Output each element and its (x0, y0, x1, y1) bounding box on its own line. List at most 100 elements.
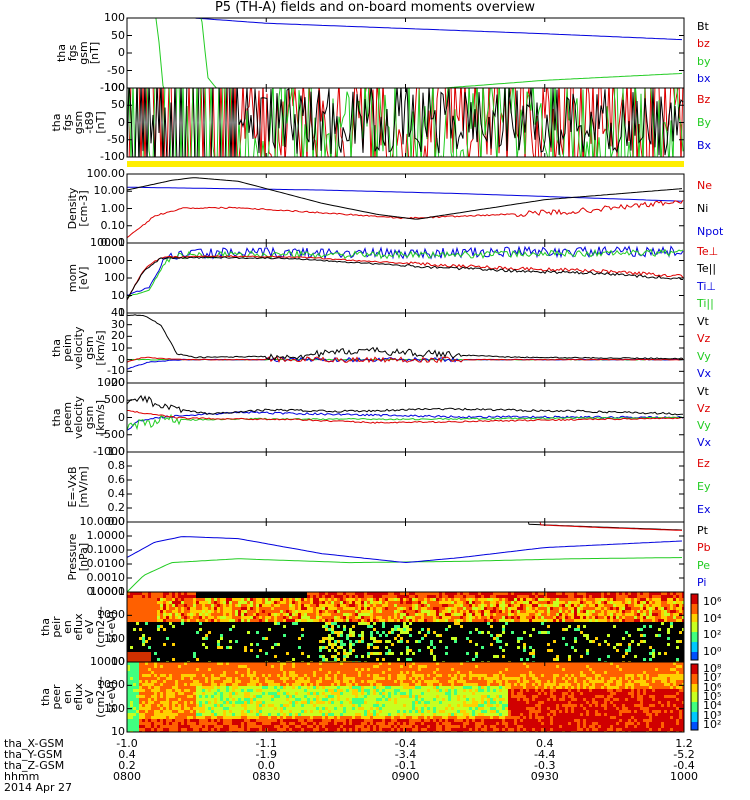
colorbar-cell (691, 650, 698, 652)
panel-peir-plot (127, 592, 684, 662)
legend-pi: Pi (697, 576, 707, 590)
colorbar-cell (691, 694, 698, 696)
y-tick-label: -1000 (93, 445, 125, 458)
legend-vz: Vz (697, 401, 711, 415)
colorbar-tick-label: 10² (703, 718, 722, 732)
colorbar-tick-label: 10⁶ (703, 680, 722, 694)
colorbar-cell (691, 692, 698, 694)
colorbar-cell (691, 594, 698, 596)
peim-vz-line (127, 356, 684, 364)
y-tick-label: 1.0000 (86, 529, 126, 542)
panel-peem-plot (127, 394, 684, 431)
legend-pb: Pb (697, 541, 711, 555)
colorbar-cell (691, 674, 698, 676)
colorbar-cell (691, 704, 698, 706)
footer-value: -3.4 (394, 748, 417, 761)
legend-ti⊥: Ti⊥ (697, 279, 717, 293)
colorbar-cell (691, 624, 698, 626)
colorbar-cell (691, 614, 698, 616)
colorbar-tick-label: 10⁴ (703, 611, 722, 625)
colorbar-frame (690, 593, 699, 661)
y-tick-label: 10 (111, 725, 125, 738)
footer-value: -0.4 (394, 737, 417, 750)
y-tick-label: 100 (104, 701, 125, 715)
legend-vy: Vy (697, 349, 711, 363)
colorbar-cell (691, 664, 698, 666)
panel-ylabel: tha fgs gsm [nT] (55, 41, 101, 65)
colorbar-tick-label: 10⁶ (703, 595, 722, 609)
legend-vy: Vy (697, 419, 711, 433)
panel-ylabel: tha peir en eflux eV (cm2-s- sr-eV) (38, 606, 118, 648)
footer-value: -1.0 (116, 737, 138, 750)
colorbar-cell (691, 600, 698, 602)
pressure-pb-line (127, 536, 683, 564)
footer-value: 0900 (391, 770, 420, 783)
footer-value: 1000 (670, 770, 698, 783)
colorbar-cell (691, 636, 698, 638)
footer-value: -0.1 (394, 759, 417, 772)
footer-value: 0800 (113, 770, 141, 783)
footer-value: 0.2 (118, 759, 136, 772)
legend-bx: Bx (697, 138, 712, 152)
legend-npot: Npot (697, 224, 724, 238)
panel-ylabel: E=-VxB [mV/m] (66, 466, 90, 508)
y-tick-label: 0.6 (107, 473, 126, 486)
footer-value: -0.3 (534, 759, 556, 772)
y-tick-label: 0 (118, 115, 125, 129)
colorbar-cell (691, 604, 698, 606)
fgs-by-left (155, 18, 165, 88)
temp-ti-par-line (127, 248, 684, 298)
temp-ti-perp-line (127, 245, 684, 296)
colorbar-frame (690, 663, 699, 731)
colorbar-cell (691, 716, 698, 718)
panel-temp-plot (127, 245, 684, 301)
y-tick-label: 100 (104, 81, 125, 94)
y-tick-label: -50 (107, 132, 125, 146)
colorbar-cell (691, 680, 698, 682)
legend-bz: bz (697, 37, 710, 51)
panel-peim-plot (127, 314, 684, 370)
footer-value: -1.9 (255, 748, 277, 761)
colorbar-cell (691, 720, 698, 722)
page-title: P5 (TH-A) fields and on-board moments ov… (214, 0, 536, 15)
fgs-t89-bt-line (127, 88, 684, 157)
legend-by: By (697, 115, 712, 129)
colorbar-cell (691, 690, 698, 692)
legend-vt: Vt (697, 384, 709, 398)
colorbar-cell (691, 714, 698, 716)
y-tick-label: 10000 (90, 585, 125, 598)
colorbar-cell (691, 638, 698, 640)
legend-vz: Vz (697, 332, 711, 346)
colorbar-cell (691, 654, 698, 656)
fgs-by-dip (200, 18, 218, 88)
y-tick-label: 500 (104, 393, 125, 407)
colorbar-cell (691, 708, 698, 710)
panel-ylabel: tha peer en eflux eV (cm2-s- sr-eV) (38, 676, 118, 718)
panel-pressure-plot (127, 522, 683, 592)
colorbar-cell (691, 698, 698, 700)
y-tick-label: 50 (111, 28, 125, 42)
colorbar-cell (691, 702, 698, 704)
colorbar-cell (691, 596, 698, 598)
y-tick-label: 10000 (90, 655, 125, 668)
density-ne-line (127, 199, 684, 239)
y-tick-label: -50 (107, 63, 125, 77)
colorbar-cell (691, 718, 698, 720)
y-tick-label: 50 (111, 98, 125, 112)
y-tick-label: 20 (111, 329, 125, 343)
y-tick-label: 1.0 (107, 445, 126, 458)
legend-bt: Bt (697, 19, 709, 33)
colorbar-cell (691, 658, 698, 660)
colorbar-cell (691, 686, 698, 688)
colorbar-cell (691, 722, 698, 724)
footer-value: 0830 (252, 770, 281, 783)
footer-date: 2014 Apr 27 (4, 781, 73, 794)
colorbar-cell (691, 666, 698, 668)
fgs-bx-line (194, 18, 683, 41)
colorbar-cell (691, 670, 698, 672)
y-tick-label: 1000 (97, 678, 125, 692)
y-tick-label: 10.0000 (79, 515, 126, 528)
pressure-pt-red-line (539, 522, 683, 531)
colorbar-cell (691, 726, 698, 728)
